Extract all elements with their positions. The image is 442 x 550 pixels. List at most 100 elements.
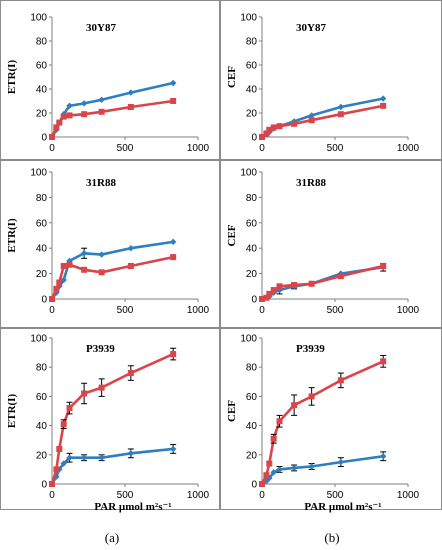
data-point (127, 89, 135, 96)
y-axis-label: ETR(I) (6, 60, 18, 95)
x-tick-label: 1000 (397, 143, 420, 154)
x-tick-label: 500 (117, 490, 134, 501)
data-point (98, 108, 105, 115)
y-tick-label: 100 (30, 168, 47, 179)
y-axis-label: CEF (226, 224, 238, 246)
y-tick-label: 40 (246, 244, 258, 255)
data-point (66, 405, 73, 412)
x-tick-label: 500 (117, 143, 134, 154)
data-point (266, 126, 273, 133)
data-point (169, 445, 177, 453)
panel-title: 31R88 (296, 177, 326, 189)
y-tick-label: 20 (36, 269, 48, 280)
y-tick-label: 100 (240, 168, 257, 179)
data-point (291, 282, 298, 289)
y-tick-label: 40 (36, 244, 48, 255)
data-point (56, 279, 63, 286)
x-tick-label: 500 (117, 305, 134, 316)
data-point (127, 450, 135, 457)
x-tick-label: 0 (259, 143, 265, 154)
y-tick-label: 40 (246, 421, 258, 432)
data-series (49, 254, 177, 302)
y-tick-label: 0 (251, 295, 257, 306)
data-point (98, 384, 105, 391)
data-series (258, 451, 387, 488)
data-point (308, 112, 315, 119)
data-point (66, 454, 73, 461)
data-point (98, 251, 105, 258)
data-series (259, 262, 387, 302)
data-point (49, 296, 55, 302)
data-point (308, 393, 315, 400)
series-line (50, 352, 174, 485)
x-tick-label: 1000 (187, 305, 210, 316)
panel-border (0, 0, 220, 160)
y-tick-label: 100 (240, 334, 257, 345)
data-point (291, 402, 298, 409)
data-series (49, 98, 177, 140)
data-point (66, 261, 73, 268)
data-point (53, 285, 60, 292)
y-tick-label: 60 (246, 218, 258, 229)
data-point (98, 269, 105, 276)
data-point (170, 351, 177, 358)
data-point (266, 290, 273, 297)
data-point (380, 102, 387, 109)
x-axis-label: PAR µmol m²s⁻¹ (304, 501, 381, 513)
subfigure-label-b: (b) (324, 530, 339, 545)
data-series (259, 355, 387, 487)
x-tick-label: 500 (327, 143, 344, 154)
data-point (270, 124, 277, 131)
x-tick-label: 1000 (187, 143, 210, 154)
data-series (48, 444, 177, 488)
y-tick-label: 20 (36, 109, 48, 120)
data-point (276, 283, 283, 290)
data-point (337, 458, 345, 466)
data-point (380, 358, 387, 365)
data-point (53, 124, 60, 131)
y-tick-label: 40 (36, 421, 48, 432)
data-point (60, 262, 67, 269)
data-point (66, 102, 73, 109)
x-tick-label: 0 (259, 490, 265, 501)
data-point (270, 435, 277, 442)
data-point (60, 113, 67, 120)
x-tick-label: 500 (327, 305, 344, 316)
y-tick-label: 80 (36, 37, 48, 48)
data-point (170, 98, 177, 104)
data-point (169, 79, 177, 87)
y-tick-label: 20 (246, 109, 258, 120)
data-point (308, 117, 315, 124)
panel-title: 30Y87 (296, 22, 326, 34)
data-point (127, 262, 134, 269)
y-axis-label: ETR(I) (6, 394, 18, 429)
y-tick-label: 20 (246, 450, 258, 461)
y-axis-label: ETR(I) (6, 218, 18, 253)
y-tick-label: 60 (246, 61, 258, 72)
data-point (259, 481, 265, 487)
data-point (259, 134, 265, 140)
data-point (379, 95, 387, 102)
series-line (261, 104, 384, 139)
data-point (337, 377, 344, 384)
data-series (259, 102, 387, 140)
data-series (49, 347, 177, 487)
y-tick-label: 40 (36, 85, 48, 96)
y-tick-label: 100 (240, 13, 257, 24)
panel-border (0, 328, 220, 510)
x-tick-label: 1000 (397, 305, 420, 316)
x-tick-label: 0 (49, 305, 55, 316)
data-point (270, 287, 277, 294)
data-point (127, 104, 134, 110)
data-point (80, 454, 88, 461)
data-point (170, 254, 177, 261)
data-point (337, 111, 344, 118)
data-point (169, 238, 177, 246)
data-point (80, 250, 88, 257)
y-tick-label: 80 (36, 363, 48, 374)
data-point (81, 266, 88, 273)
